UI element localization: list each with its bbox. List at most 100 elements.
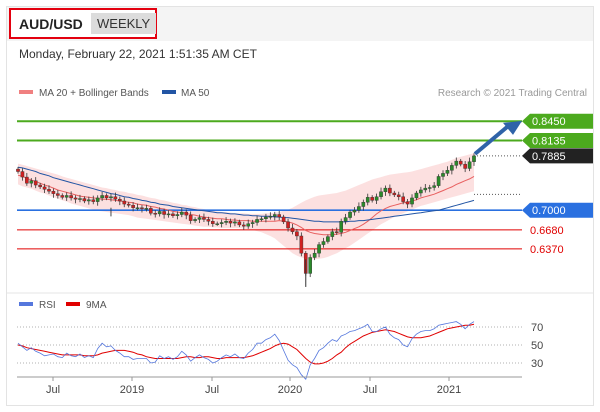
candle-body bbox=[388, 187, 392, 194]
candle-body bbox=[450, 165, 454, 171]
x-tick-label-2021: 2021 bbox=[437, 384, 461, 396]
period-button[interactable]: WEEKLY bbox=[91, 13, 157, 34]
level-label-0.8450: 0.8450 bbox=[532, 116, 566, 128]
candle-body bbox=[357, 206, 361, 211]
candle-body bbox=[25, 176, 29, 184]
candle-body bbox=[202, 217, 206, 220]
candle-body bbox=[458, 160, 463, 165]
candle-body bbox=[144, 208, 149, 210]
candle-body bbox=[193, 219, 197, 221]
level-tag-0.7000 bbox=[522, 202, 593, 218]
candle-body bbox=[188, 214, 193, 221]
candle-body bbox=[60, 195, 65, 198]
x-axis: Jul 2019 Jul 2020 Jul 2021 bbox=[17, 376, 522, 396]
candle-body bbox=[100, 195, 104, 199]
candle-body bbox=[140, 207, 144, 209]
legend-ma20-label: MA 20 + Bollinger Bands bbox=[39, 88, 149, 99]
x-tick-label-2020: 2020 bbox=[278, 384, 302, 396]
rsi-line bbox=[17, 321, 475, 380]
candle-body bbox=[73, 197, 78, 200]
x-tick-label-Jul: Jul bbox=[205, 384, 219, 396]
candle-body bbox=[246, 223, 251, 227]
candle-body bbox=[268, 216, 273, 218]
level-label-0.7000: 0.7000 bbox=[532, 205, 566, 217]
candle-body bbox=[122, 200, 127, 205]
candle-body bbox=[410, 197, 414, 205]
x-tick-label-Jul: Jul bbox=[46, 384, 60, 396]
candle-body bbox=[87, 199, 91, 202]
level-tag-0.8450 bbox=[522, 113, 593, 129]
candle-body bbox=[317, 244, 321, 254]
rsi-9ma-line bbox=[17, 323, 475, 365]
level-labels: 0.8450 0.8135 0.7885 0.7000 0.6680 0.6370 bbox=[522, 113, 593, 256]
candle-body bbox=[38, 184, 42, 188]
legend-ma50-label: MA 50 bbox=[181, 88, 210, 99]
candlesticks bbox=[16, 153, 476, 287]
candle-body bbox=[281, 216, 286, 223]
candle-body bbox=[374, 196, 379, 201]
candle-body bbox=[414, 192, 419, 199]
x-tick-label-2019: 2019 bbox=[120, 384, 144, 396]
candle-body bbox=[33, 180, 38, 186]
candle-body bbox=[419, 189, 423, 194]
candle-body bbox=[396, 194, 401, 197]
candle-body bbox=[308, 257, 312, 274]
candle-body bbox=[162, 211, 166, 215]
candle-body bbox=[153, 213, 158, 215]
forecast-arrow bbox=[473, 120, 522, 156]
symbol-box[interactable]: AUD/USD WEEKLY bbox=[9, 8, 157, 39]
moving-averages bbox=[17, 166, 475, 236]
forecast-arrow-shaft bbox=[473, 123, 512, 156]
forecast-arrow-head bbox=[503, 120, 522, 135]
candle-body bbox=[290, 227, 295, 232]
level-label-0.8135: 0.8135 bbox=[532, 136, 566, 148]
candle-body bbox=[436, 176, 441, 186]
candle-body bbox=[445, 170, 450, 174]
symbol-label: AUD/USD bbox=[19, 16, 83, 32]
candle-body bbox=[29, 180, 34, 184]
candle-body bbox=[352, 210, 357, 213]
candle-body bbox=[135, 207, 140, 209]
candle-body bbox=[104, 195, 109, 199]
candle-body bbox=[228, 221, 233, 224]
candle-body bbox=[432, 185, 436, 188]
candle-body bbox=[427, 187, 432, 189]
legend-9ma-swatch bbox=[66, 302, 80, 306]
level-label-0.6680: 0.6680 bbox=[530, 225, 564, 237]
candle-body bbox=[472, 155, 476, 162]
x-tick-label-Jul: Jul bbox=[363, 384, 377, 396]
candle-body bbox=[16, 168, 20, 172]
candle-body bbox=[441, 173, 445, 177]
candle-body bbox=[219, 222, 224, 224]
candle-body bbox=[454, 160, 459, 166]
candle-body bbox=[20, 171, 25, 178]
bollinger-fill bbox=[18, 153, 474, 260]
candle-body bbox=[157, 211, 162, 215]
candle-body bbox=[405, 201, 410, 205]
candle-body bbox=[206, 219, 211, 222]
candle-body bbox=[361, 202, 366, 207]
legend-9ma-label: 9MA bbox=[86, 300, 107, 311]
candle-body bbox=[272, 214, 277, 217]
candle-body bbox=[312, 252, 317, 258]
candle-body bbox=[326, 236, 330, 242]
candle-body bbox=[215, 223, 220, 225]
candle-body bbox=[47, 189, 51, 192]
rsi-level-label-50: 50 bbox=[531, 340, 543, 352]
bollinger-bands bbox=[18, 153, 474, 260]
candle-body bbox=[401, 196, 405, 202]
candle-body bbox=[69, 195, 73, 199]
ma50-line bbox=[17, 166, 475, 223]
chart-datetime: Monday, February 22, 2021 1:51:35 AM CET bbox=[19, 47, 257, 61]
candle-body bbox=[95, 197, 100, 202]
candle-body bbox=[175, 214, 180, 216]
candle-body bbox=[299, 235, 304, 254]
candle-body bbox=[184, 211, 189, 216]
level-tag-0.7885 bbox=[522, 148, 593, 164]
candle-body bbox=[131, 205, 135, 208]
candle-body bbox=[233, 221, 237, 224]
candle-body bbox=[339, 221, 343, 233]
rsi-level-label-70: 70 bbox=[531, 322, 543, 334]
candle-body bbox=[56, 193, 60, 196]
candle-body bbox=[109, 196, 113, 199]
